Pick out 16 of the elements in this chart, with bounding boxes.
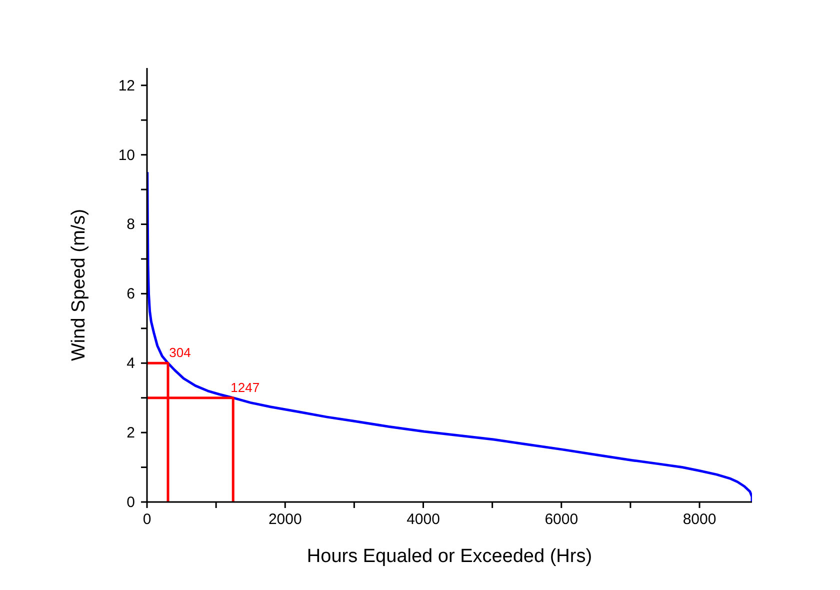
annotation: 1247 (230, 380, 260, 395)
x-axis-title: Hours Equaled or Exceeded (Hrs) (306, 546, 592, 567)
y-axis-title: Wind Speed (m/s) (68, 208, 90, 362)
x-tick-label: 6000 (544, 511, 578, 528)
y-tick-label: 10 (118, 146, 135, 164)
y-tick-label: 0 (126, 494, 135, 511)
x-tick-label: 0 (142, 511, 152, 528)
x-tick-label: 8000 (682, 511, 716, 528)
x-tick-label: 4000 (406, 511, 440, 528)
y-tick-label: 8 (126, 216, 135, 234)
annotation: 304 (169, 345, 191, 360)
y-tick-label: 2 (126, 424, 135, 442)
y-tick-label: 12 (118, 77, 135, 94)
x-tick-label: 2000 (268, 511, 302, 528)
y-tick-label: 6 (126, 286, 135, 303)
y-tick-label: 4 (126, 355, 135, 372)
